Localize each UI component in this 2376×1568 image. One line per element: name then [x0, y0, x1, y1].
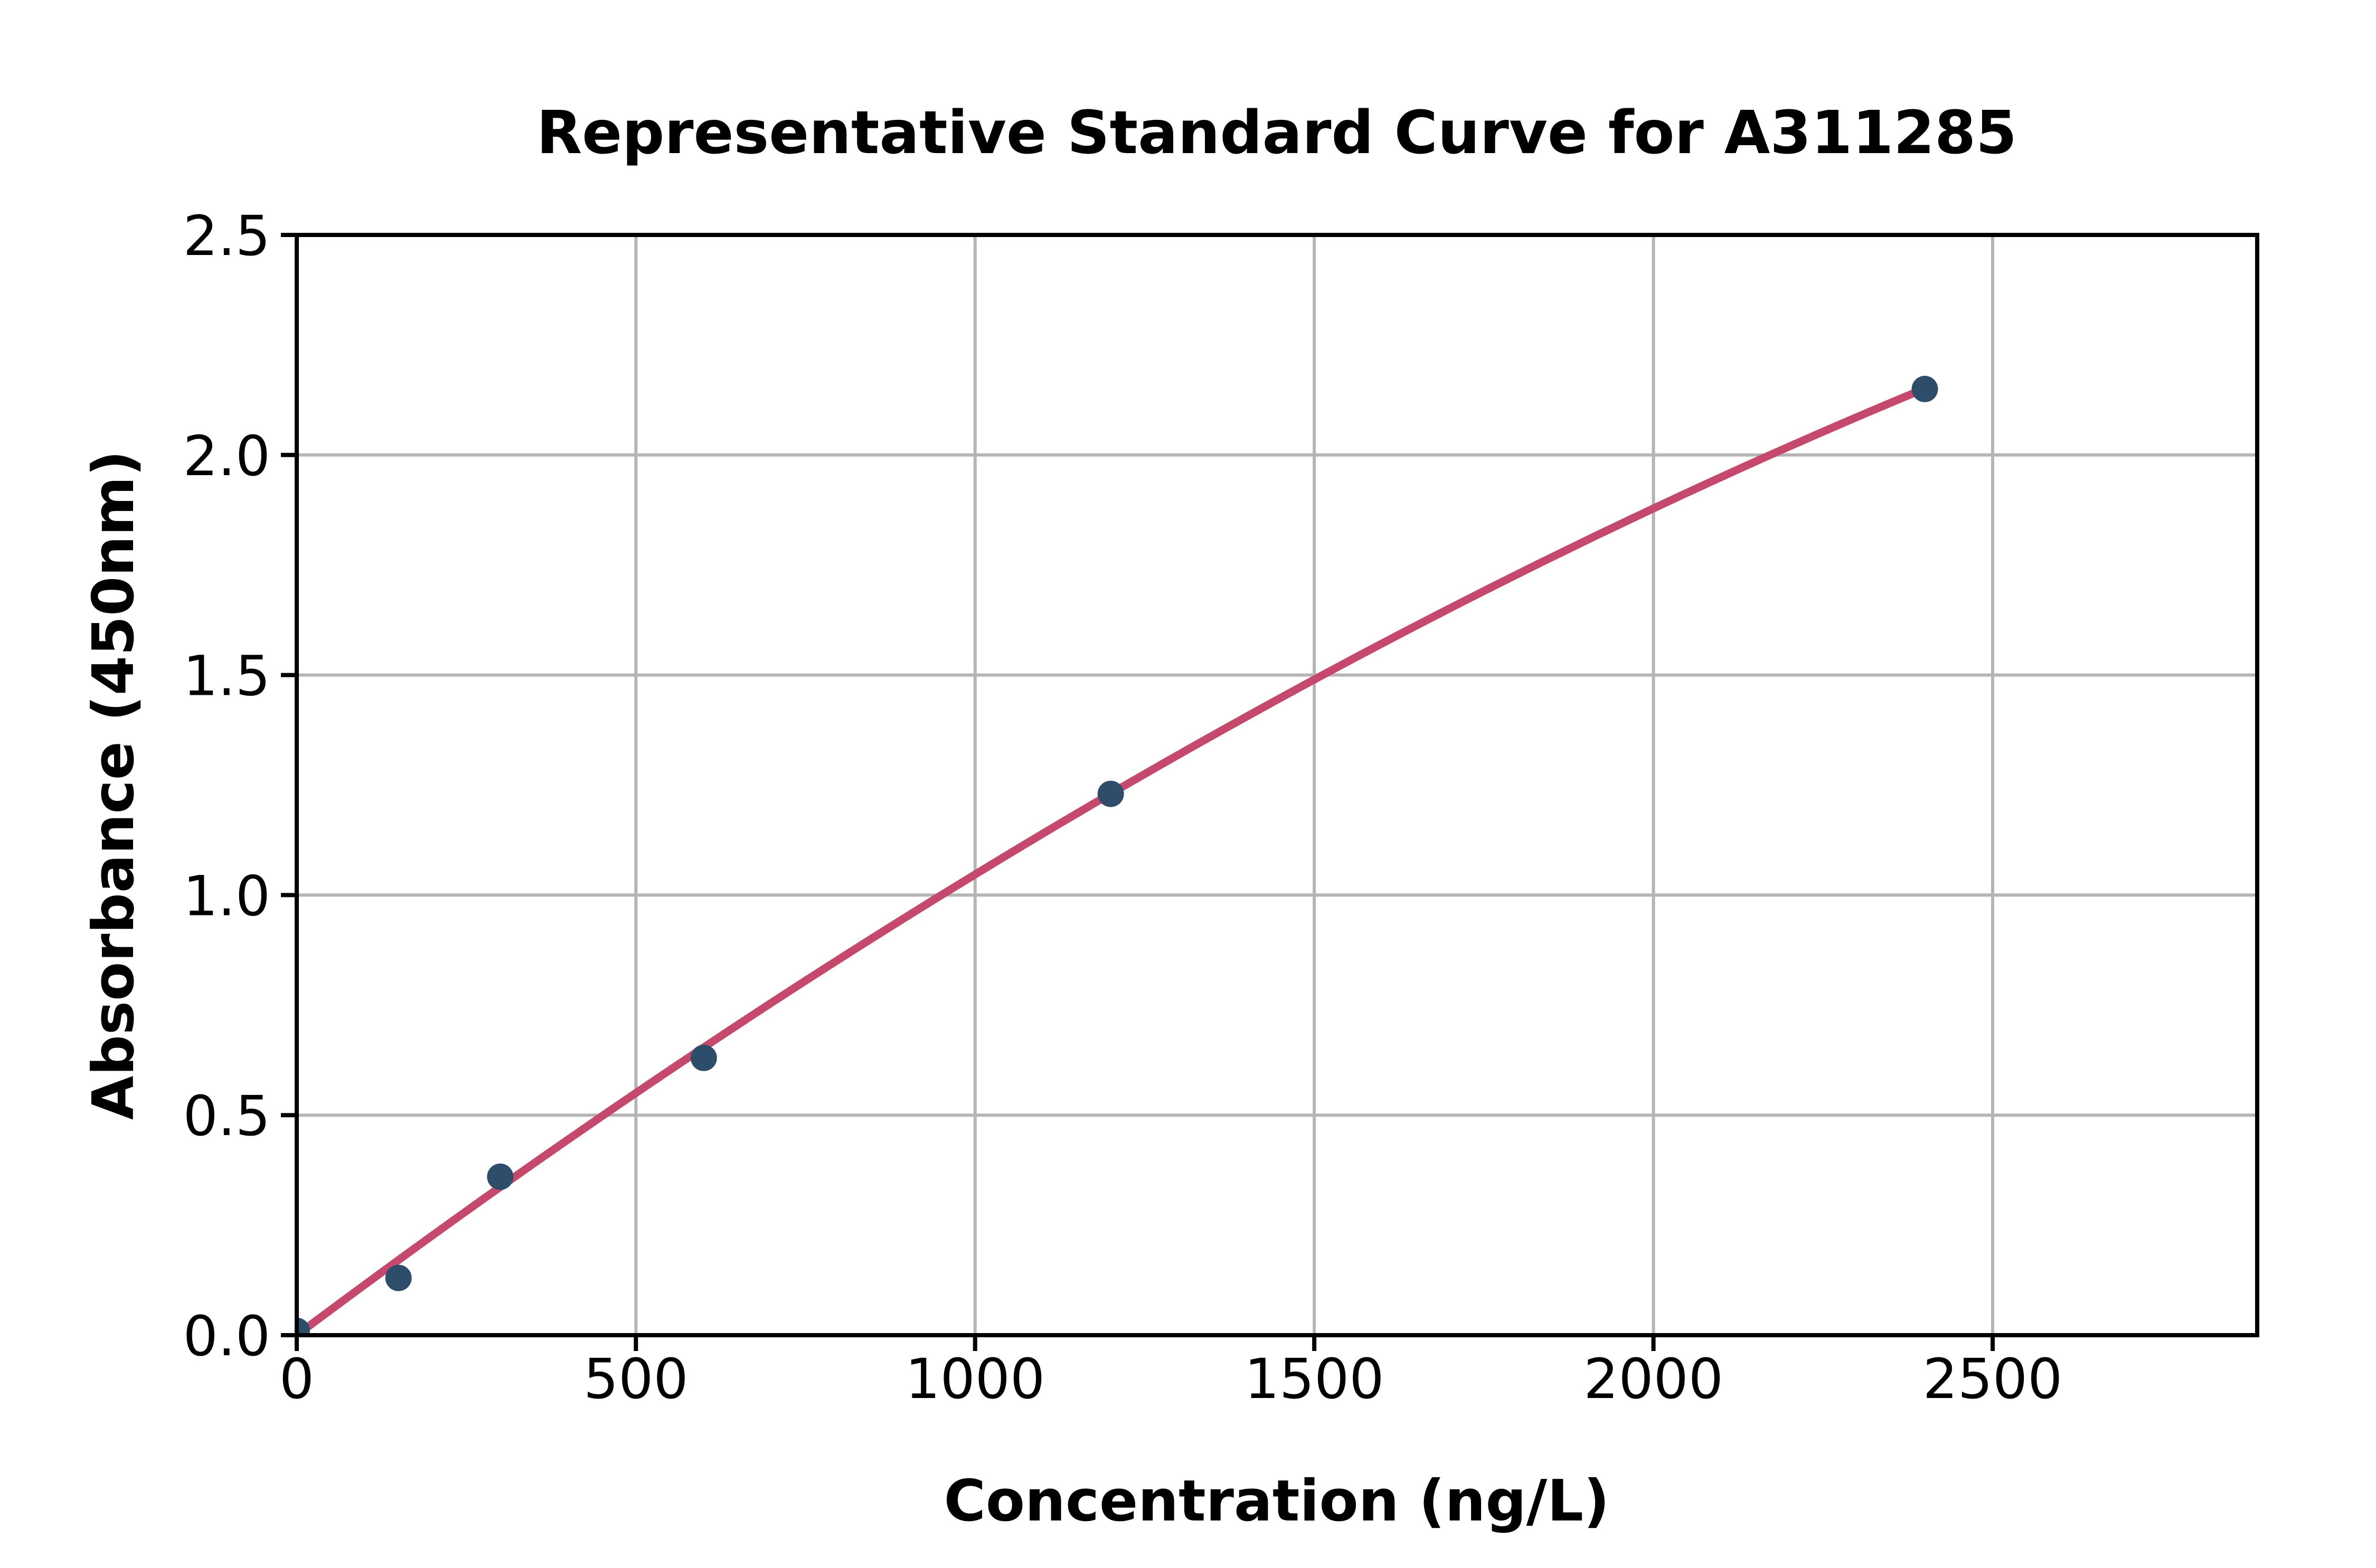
- y-tick-labels: 0.0 0.5 1.0 1.5 2.0 2.5: [183, 204, 270, 1368]
- x-tick-label: 0: [279, 1347, 314, 1411]
- data-point: [297, 1317, 310, 1335]
- y-tick-label: 2.0: [183, 424, 270, 488]
- tick-marks: [281, 233, 1995, 1351]
- x-tick-label: 500: [583, 1347, 689, 1411]
- data-points-group: [297, 375, 1938, 1335]
- data-point: [690, 1044, 717, 1071]
- x-tick-label: 2000: [1583, 1347, 1723, 1411]
- data-point: [1911, 375, 1938, 402]
- data-point: [1097, 780, 1124, 807]
- plot-frame: [295, 233, 2259, 1337]
- y-tick-label: 1.0: [183, 864, 270, 928]
- y-tick-label: 0.0: [183, 1304, 270, 1368]
- data-point: [385, 1264, 412, 1291]
- plot-area: [297, 235, 2257, 1335]
- x-axis-label: Concentration (ng/L): [944, 1468, 1610, 1534]
- x-tick-label: 2500: [1923, 1347, 2063, 1411]
- x-tick-labels: 0 500 1000 1500 2000 2500: [279, 1347, 2062, 1411]
- chart-title: Representative Standard Curve for A31128…: [536, 99, 2017, 167]
- y-axis-label: Absorbance (450nm): [81, 450, 147, 1120]
- y-tick-label: 2.5: [183, 204, 270, 268]
- x-tick-label: 1500: [1244, 1347, 1384, 1411]
- x-tick-label: 1000: [905, 1347, 1045, 1411]
- y-tick-label: 0.5: [183, 1084, 270, 1148]
- y-tick-label: 1.5: [183, 644, 270, 709]
- data-point: [487, 1163, 514, 1190]
